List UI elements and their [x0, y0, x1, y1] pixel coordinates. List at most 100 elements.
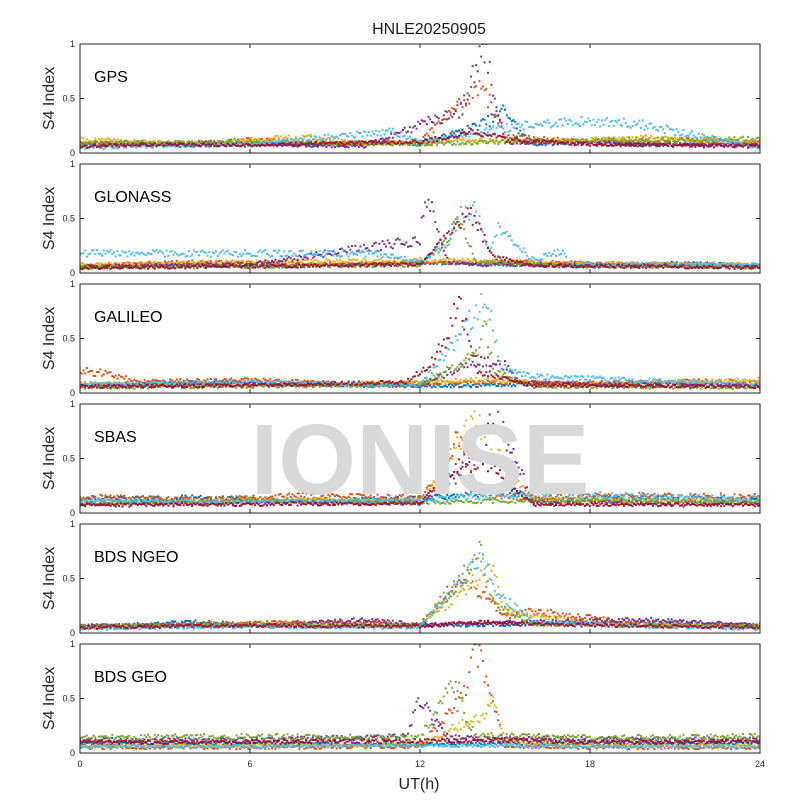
data-point	[468, 94, 471, 97]
data-point	[475, 132, 478, 135]
data-point	[318, 261, 321, 264]
data-point	[449, 140, 452, 143]
data-point	[267, 143, 270, 145]
data-point	[283, 260, 285, 263]
data-point	[748, 140, 751, 143]
data-point	[590, 124, 593, 127]
data-point	[617, 265, 620, 268]
data-point	[706, 265, 709, 268]
data-point	[582, 143, 585, 146]
data-point	[663, 139, 666, 142]
data-point	[643, 128, 646, 131]
data-point	[150, 146, 153, 149]
data-point	[638, 144, 641, 147]
data-point	[551, 262, 554, 265]
data-point	[323, 143, 326, 146]
data-point	[301, 139, 304, 142]
data-point	[667, 261, 670, 264]
data-point	[247, 141, 250, 144]
data-point	[140, 263, 143, 265]
data-point	[752, 146, 755, 149]
data-point	[459, 102, 462, 105]
data-point	[131, 251, 134, 254]
data-point	[420, 143, 423, 146]
data-point	[561, 141, 564, 144]
data-point	[515, 264, 518, 267]
data-point	[162, 146, 165, 149]
data-point	[124, 145, 127, 148]
data-point	[750, 146, 753, 149]
data-point	[519, 139, 522, 142]
data-point	[497, 124, 500, 127]
data-point	[177, 264, 180, 267]
data-point	[172, 143, 175, 146]
data-point	[480, 134, 483, 137]
data-point	[602, 144, 605, 147]
data-point	[133, 144, 136, 147]
data-point	[373, 144, 376, 147]
data-point	[456, 137, 459, 140]
data-point	[655, 265, 658, 268]
data-point	[395, 238, 398, 241]
data-point	[434, 141, 437, 144]
data-point	[546, 141, 549, 144]
data-point	[82, 252, 85, 255]
data-point	[133, 262, 136, 265]
data-point	[711, 139, 714, 142]
data-point	[573, 122, 576, 125]
data-point	[323, 142, 326, 145]
data-point	[233, 138, 236, 141]
data-point	[432, 261, 435, 264]
data-point	[560, 118, 563, 121]
data-point	[109, 264, 112, 266]
data-point	[412, 126, 415, 129]
data-point	[714, 264, 717, 267]
data-point	[628, 139, 631, 142]
data-point	[643, 143, 646, 146]
data-point	[481, 85, 484, 88]
data-point	[662, 144, 665, 147]
data-point	[277, 141, 280, 144]
data-point	[735, 140, 738, 143]
data-point	[99, 143, 102, 146]
data-point	[745, 143, 748, 146]
data-point	[446, 140, 449, 143]
data-point	[544, 262, 547, 265]
data-point	[702, 142, 705, 145]
data-point	[436, 140, 438, 143]
data-point	[243, 145, 246, 148]
data-point	[490, 260, 493, 262]
data-point	[124, 251, 127, 254]
data-point	[651, 141, 654, 143]
data-point	[444, 110, 447, 113]
data-point	[106, 264, 109, 267]
data-point	[643, 141, 646, 144]
data-point	[461, 223, 464, 226]
data-point	[713, 137, 716, 140]
data-point	[379, 134, 382, 137]
data-point	[417, 140, 420, 142]
data-point	[102, 143, 105, 146]
data-point	[708, 145, 710, 148]
data-point	[165, 263, 168, 266]
data-point	[444, 118, 447, 121]
data-point	[529, 125, 532, 128]
data-point	[264, 263, 267, 266]
data-point	[388, 142, 391, 145]
data-point	[502, 259, 505, 262]
data-point	[87, 141, 90, 144]
data-point	[385, 245, 387, 248]
data-point	[313, 259, 316, 262]
data-point	[425, 123, 428, 126]
data-point	[286, 254, 289, 257]
data-point	[220, 140, 223, 143]
data-point	[582, 138, 585, 141]
data-point	[381, 140, 384, 143]
data-point	[170, 143, 173, 146]
data-point	[549, 261, 552, 264]
data-point	[252, 139, 255, 141]
data-point	[614, 142, 617, 145]
data-point	[680, 133, 683, 136]
data-point	[395, 143, 398, 146]
data-point	[283, 250, 285, 253]
